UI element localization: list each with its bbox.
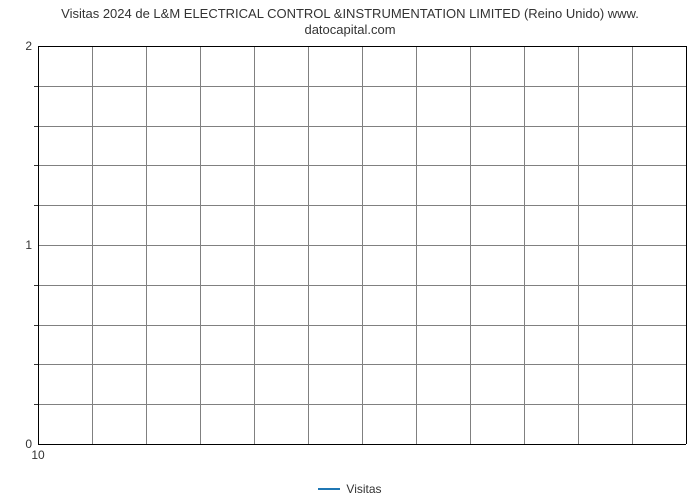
gridline-horizontal: [38, 285, 686, 286]
chart-title-line1: Visitas 2024 de L&M ELECTRICAL CONTROL &…: [61, 6, 639, 21]
ytick-minor: [34, 325, 38, 326]
gridline-horizontal: [38, 325, 686, 326]
legend: Visitas: [0, 482, 700, 496]
xtick-label: 10: [31, 448, 44, 462]
chart-title: Visitas 2024 de L&M ELECTRICAL CONTROL &…: [0, 6, 700, 39]
ytick-minor: [34, 285, 38, 286]
ytick-minor: [34, 165, 38, 166]
plot-area: 01210: [38, 46, 686, 444]
gridline-horizontal: [38, 364, 686, 365]
chart-title-line2: datocapital.com: [304, 22, 395, 37]
gridline-horizontal: [38, 165, 686, 166]
gridline-horizontal: [38, 205, 686, 206]
gridline-horizontal: [38, 404, 686, 405]
gridline-horizontal: [38, 126, 686, 127]
axis-border: [686, 46, 687, 444]
ytick-label: 1: [25, 238, 32, 252]
ytick-minor: [34, 404, 38, 405]
legend-label: Visitas: [346, 482, 381, 496]
gridline-horizontal: [38, 86, 686, 87]
ytick-minor: [34, 205, 38, 206]
ytick-minor: [34, 86, 38, 87]
axis-border: [38, 46, 686, 47]
legend-swatch: [318, 488, 340, 490]
ytick-minor: [34, 364, 38, 365]
axis-border: [38, 46, 39, 444]
ytick-minor: [34, 126, 38, 127]
axis-border: [38, 444, 686, 445]
ytick-label: 2: [25, 39, 32, 53]
gridline-horizontal: [38, 245, 686, 246]
